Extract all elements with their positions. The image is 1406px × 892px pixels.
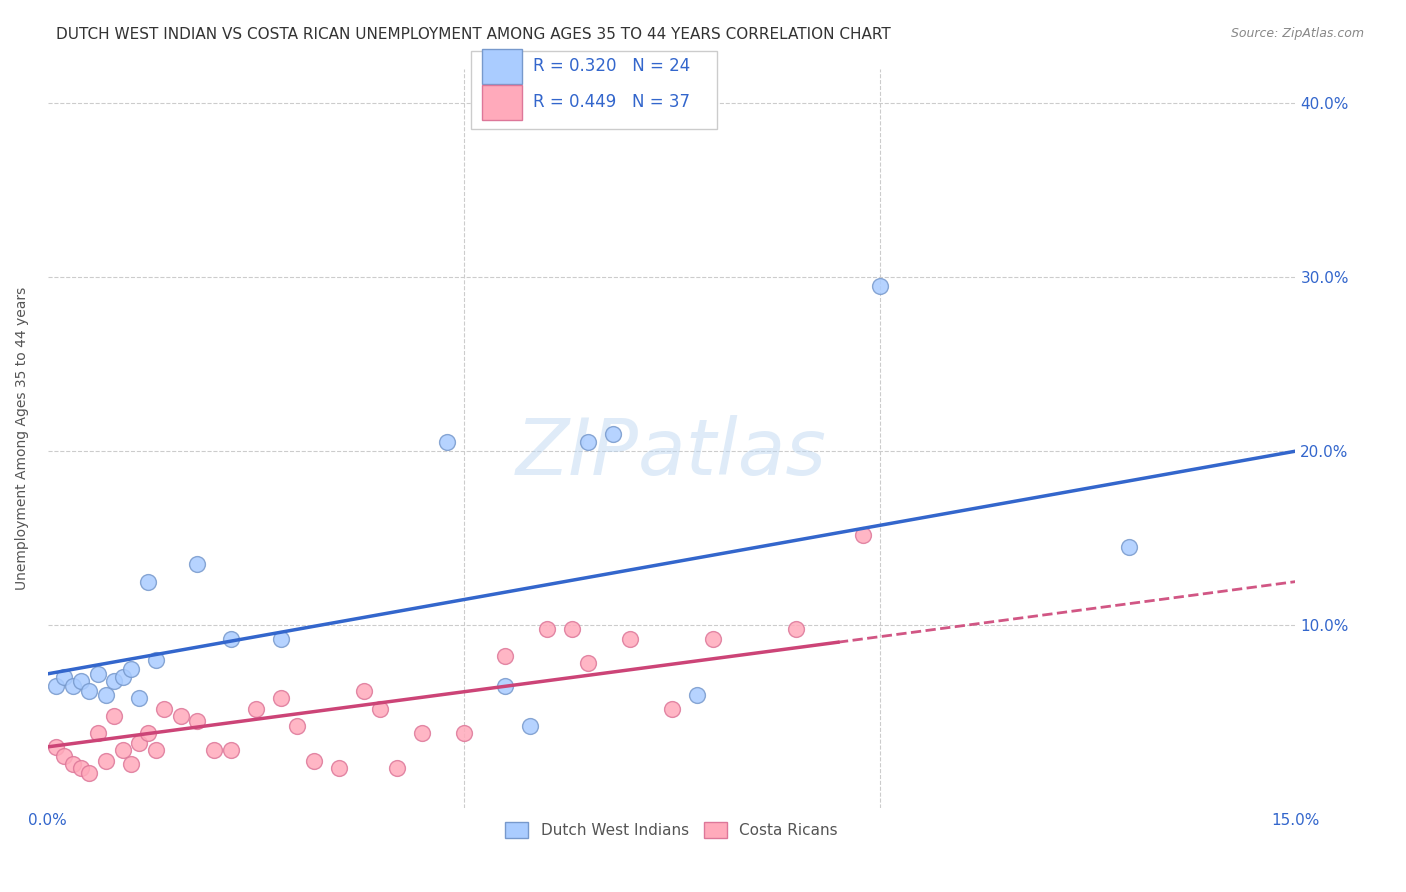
FancyBboxPatch shape [482, 49, 522, 84]
Point [494, 679, 516, 693]
Point [285, 719, 308, 733]
Point [120, 662, 142, 676]
Point [661, 701, 683, 715]
Point [79, 766, 101, 780]
Point [436, 435, 458, 450]
Point [411, 726, 433, 740]
Point [70, 761, 93, 775]
Point [202, 743, 225, 757]
Point [219, 632, 242, 646]
Text: ZIPatlas: ZIPatlas [516, 415, 827, 491]
Point [153, 701, 176, 715]
Point [302, 754, 325, 768]
Point [619, 632, 641, 646]
Point [602, 426, 624, 441]
Point [219, 743, 242, 757]
Point [145, 653, 167, 667]
Point [45, 679, 67, 693]
Point [702, 632, 724, 646]
Point [536, 622, 558, 636]
Point [103, 708, 125, 723]
Point [1118, 540, 1140, 554]
Point [94, 754, 117, 768]
Point [170, 708, 193, 723]
FancyBboxPatch shape [471, 51, 717, 129]
Point [852, 527, 875, 541]
Point [62, 679, 84, 693]
Point [328, 761, 350, 775]
Point [685, 688, 707, 702]
Point [79, 684, 101, 698]
Point [578, 657, 600, 671]
Point [270, 632, 292, 646]
Point [578, 435, 600, 450]
Text: R = 0.449   N = 37: R = 0.449 N = 37 [533, 94, 690, 112]
Point [53, 670, 76, 684]
Point [111, 743, 134, 757]
Point [136, 574, 159, 589]
Point [62, 757, 84, 772]
FancyBboxPatch shape [482, 85, 522, 120]
Point [385, 761, 408, 775]
Point [145, 743, 167, 757]
Text: Source: ZipAtlas.com: Source: ZipAtlas.com [1230, 27, 1364, 40]
Text: DUTCH WEST INDIAN VS COSTA RICAN UNEMPLOYMENT AMONG AGES 35 TO 44 YEARS CORRELAT: DUTCH WEST INDIAN VS COSTA RICAN UNEMPLO… [56, 27, 891, 42]
Point [94, 688, 117, 702]
Y-axis label: Unemployment Among Ages 35 to 44 years: Unemployment Among Ages 35 to 44 years [15, 286, 30, 590]
Point [245, 701, 267, 715]
Point [136, 726, 159, 740]
Point [70, 673, 93, 688]
Point [869, 279, 891, 293]
Point [45, 739, 67, 754]
Point [785, 622, 807, 636]
Text: R = 0.320   N = 24: R = 0.320 N = 24 [533, 57, 690, 75]
Point [270, 691, 292, 706]
Point [128, 691, 150, 706]
Point [186, 558, 208, 572]
Point [370, 701, 392, 715]
Point [494, 649, 516, 664]
Point [86, 726, 108, 740]
Legend: Dutch West Indians, Costa Ricans: Dutch West Indians, Costa Ricans [499, 816, 844, 845]
Point [453, 726, 475, 740]
Point [561, 622, 583, 636]
Point [128, 736, 150, 750]
Point [86, 666, 108, 681]
Point [103, 673, 125, 688]
Point [353, 684, 375, 698]
Point [519, 719, 541, 733]
Point [120, 757, 142, 772]
Point [53, 748, 76, 763]
Point [111, 670, 134, 684]
Point [186, 714, 208, 728]
